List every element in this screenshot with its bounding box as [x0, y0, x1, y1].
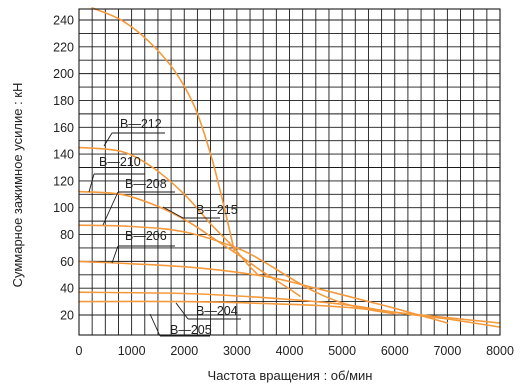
- curve-b-215: [91, 7, 235, 252]
- y-tick-label: 60: [60, 255, 74, 269]
- label-leader-line: [175, 302, 189, 320]
- y-tick-label: 120: [53, 174, 74, 188]
- label-leader-line: [103, 132, 113, 147]
- x-tick-label: 8000: [486, 344, 514, 358]
- curve-label: B—210: [99, 155, 141, 169]
- label-leader-line: [111, 245, 119, 264]
- curve-b-206: [78, 260, 449, 324]
- curve-label: B—215: [196, 203, 238, 217]
- x-tick-label: 3000: [223, 344, 251, 358]
- y-tick-label: 80: [60, 228, 74, 242]
- curve-label: B—204: [196, 304, 238, 318]
- y-tick-label: 20: [60, 309, 74, 323]
- label-leader-line: [102, 191, 119, 226]
- label-leader-line: [162, 206, 184, 219]
- curve-labels: B—215 B—212 B—210 B—208 B—206 B—204 B—205: [99, 117, 238, 337]
- x-tick-label: 2000: [170, 344, 198, 358]
- curve-label: B—208: [125, 177, 167, 191]
- x-tick-label: 5000: [328, 344, 356, 358]
- y-tick-label: 240: [53, 14, 74, 28]
- curve-label: B—212: [120, 117, 162, 131]
- series-curves: [78, 7, 501, 328]
- x-tick-label: 7000: [433, 344, 461, 358]
- curve-b-212: [78, 146, 259, 276]
- x-tick-label: 4000: [276, 344, 304, 358]
- x-tick-labels: 0 1000 2000 3000 4000 5000 6000 7000 8000: [76, 344, 514, 358]
- x-tick-label: 6000: [381, 344, 409, 358]
- y-tick-labels: 20 40 60 80 100 120 140 160 180 200 220 240: [53, 14, 74, 323]
- y-tick-label: 140: [53, 148, 74, 162]
- y-tick-label: 200: [53, 67, 74, 81]
- grid-lines: [79, 9, 500, 335]
- curve-b-205: [78, 300, 501, 324]
- y-axis-title: Суммарное зажимное усилие : кН: [10, 83, 25, 288]
- curve-label: B—206: [125, 229, 167, 243]
- curve-b-204: [78, 291, 501, 328]
- label-leaders: [88, 132, 241, 337]
- y-tick-label: 40: [60, 282, 74, 296]
- label-leader-line: [149, 313, 161, 337]
- plot-frame: [78, 8, 501, 336]
- y-tick-label: 180: [53, 94, 74, 108]
- y-tick-label: 220: [53, 40, 74, 54]
- y-tick-label: 160: [53, 121, 74, 135]
- x-axis-title: Частота вращения : об/мин: [208, 368, 373, 383]
- x-tick-label: 0: [76, 344, 83, 358]
- label-leader-line: [88, 173, 95, 193]
- x-tick-label: 1000: [118, 344, 146, 358]
- y-tick-label: 100: [53, 201, 74, 215]
- curve-label: B—205: [170, 323, 212, 337]
